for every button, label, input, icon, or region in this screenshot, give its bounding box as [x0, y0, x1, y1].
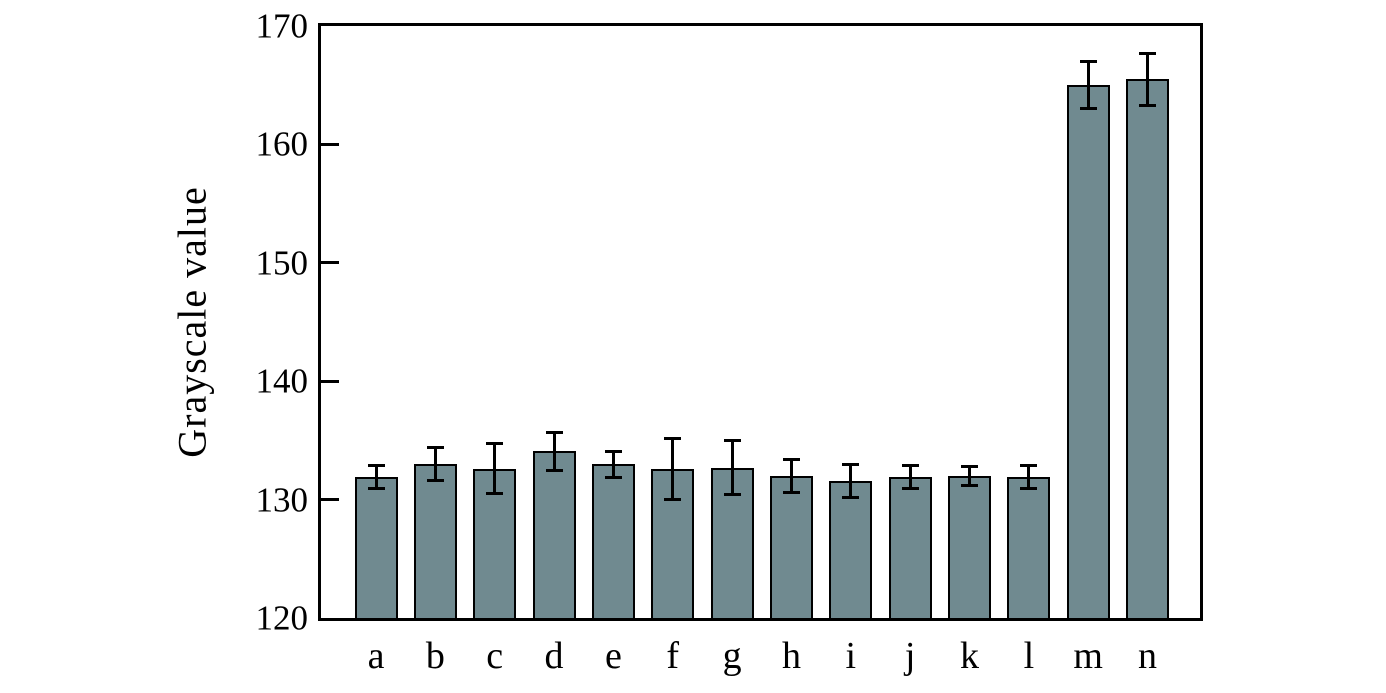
x-tick-label-i: i — [845, 635, 857, 677]
y-tick-mark — [321, 142, 339, 146]
error-bar-cap-f — [664, 498, 682, 502]
error-bar-cap-l — [1020, 463, 1038, 467]
error-bar-cap-c — [486, 492, 504, 496]
error-bar-cap-m — [1079, 60, 1097, 64]
error-bar-line-h — [789, 459, 793, 493]
y-tick-label: 130 — [255, 480, 309, 520]
plot-area — [318, 23, 1203, 621]
error-bar-cap-n — [1139, 103, 1157, 107]
y-tick-mark — [321, 498, 339, 502]
error-bar-cap-d — [545, 430, 563, 434]
error-bar-cap-n — [1139, 51, 1157, 55]
error-bar-cap-k — [961, 464, 978, 468]
x-tick-label-d: d — [544, 635, 564, 677]
x-tick-label-n: n — [1138, 635, 1158, 677]
x-tick-label-k: k — [960, 635, 979, 677]
error-bar-line-e — [611, 451, 615, 478]
y-tick-mark — [321, 379, 339, 383]
error-bar-line-c — [493, 443, 497, 494]
error-bar-cap-d — [545, 468, 563, 472]
bar-m — [1066, 85, 1110, 618]
bar-l — [1007, 477, 1051, 618]
error-bar-line-b — [433, 447, 437, 481]
error-bar-line-f — [671, 438, 675, 500]
error-bar-cap-a — [367, 487, 385, 491]
x-tick-label-j: j — [904, 635, 916, 677]
y-tick-label: 160 — [255, 124, 309, 164]
y-tick-label: 120 — [255, 598, 309, 638]
error-bar-cap-a — [367, 463, 385, 467]
error-bar-cap-c — [486, 442, 504, 446]
error-bar-line-l — [1027, 465, 1031, 489]
error-bar-line-n — [1146, 53, 1150, 106]
y-tick-label: 140 — [255, 361, 309, 401]
bar-e — [591, 464, 635, 618]
bar-b — [413, 464, 457, 618]
y-axis-label: Grayscale value — [169, 186, 215, 458]
y-tick-label: 150 — [255, 243, 309, 283]
error-bar-cap-b — [426, 479, 444, 483]
error-bar-cap-i — [842, 495, 860, 499]
error-bar-cap-j — [901, 463, 919, 467]
bar-n — [1126, 79, 1170, 618]
error-bar-line-a — [374, 465, 378, 489]
x-tick-label-a: a — [367, 635, 385, 677]
error-bar-cap-e — [604, 449, 622, 453]
bar-j — [888, 477, 932, 618]
bar-d — [532, 451, 576, 618]
error-bar-cap-f — [664, 436, 682, 440]
error-bar-cap-h — [782, 457, 800, 461]
error-bar-cap-g — [723, 493, 741, 497]
error-bar-line-m — [1086, 61, 1090, 109]
x-tick-label-m: m — [1073, 635, 1103, 677]
error-bar-cap-m — [1079, 107, 1097, 111]
x-tick-label-c: c — [486, 635, 504, 677]
bar-i — [829, 480, 873, 618]
error-bar-cap-k — [961, 483, 978, 487]
error-bar-cap-i — [842, 462, 860, 466]
x-tick-label-e: e — [604, 635, 622, 677]
error-bar-cap-h — [782, 490, 800, 494]
error-bar-cap-b — [426, 446, 444, 449]
error-bar-line-g — [730, 440, 734, 495]
x-tick-label-b: b — [425, 635, 445, 677]
bar-k — [948, 475, 991, 618]
y-tick-mark — [321, 261, 339, 265]
error-bar-line-j — [908, 465, 912, 489]
bar-a — [354, 477, 398, 618]
x-tick-label-l: l — [1023, 635, 1035, 677]
error-bar-cap-g — [723, 438, 741, 442]
error-bar-cap-l — [1020, 487, 1038, 491]
y-tick-label: 170 — [255, 6, 309, 46]
x-tick-label-g: g — [722, 635, 742, 677]
x-tick-label-f: f — [666, 635, 680, 677]
error-bar-line-k — [968, 466, 971, 486]
error-bar-line-d — [552, 432, 556, 470]
bar-h — [769, 475, 813, 618]
error-bar-cap-e — [604, 475, 622, 479]
error-bar-line-i — [849, 464, 853, 498]
error-bar-cap-j — [901, 487, 919, 491]
x-tick-label-h: h — [781, 635, 801, 677]
